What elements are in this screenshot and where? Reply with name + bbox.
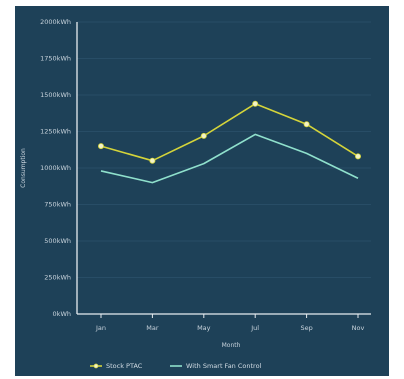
y-tick-label: 2000kWh: [40, 18, 71, 26]
x-tick-labels: Jan Mar May Jul Sep Nov: [95, 314, 365, 332]
line-chart: 0kWh 250kWh 500kWh 750kWh 1000kWh 1250kWh 1500…: [20, 18, 371, 370]
x-tick-label: May: [197, 324, 211, 332]
y-tick-label: 250kWh: [44, 274, 71, 282]
data-point: [252, 100, 259, 107]
data-point: [354, 153, 361, 160]
legend: Stock PTAC With Smart Fan Control: [90, 362, 262, 370]
y-tick-label: 1000kWh: [40, 164, 71, 172]
x-tick-label: Sep: [300, 324, 312, 332]
legend-item: With Smart Fan Control: [170, 362, 262, 370]
data-point: [303, 121, 310, 128]
y-tick-label: 750kWh: [44, 201, 71, 209]
axes: [76, 22, 371, 315]
x-tick-label: Jul: [250, 324, 259, 332]
y-tick-label: 1500kWh: [40, 91, 71, 99]
y-tick-label: 1250kWh: [40, 128, 71, 136]
data-point: [149, 157, 156, 164]
data-point: [200, 132, 207, 139]
legend-item: Stock PTAC: [90, 362, 143, 370]
series-line: [100, 133, 359, 184]
y-tick-labels: 0kWh 250kWh 500kWh 750kWh 1000kWh 1250kWh 1500…: [40, 18, 71, 318]
y-tick-label: 1750kWh: [40, 55, 71, 63]
y-tick-label: 500kWh: [44, 237, 71, 245]
x-tick-label: Jan: [95, 324, 106, 332]
series: [98, 100, 361, 184]
x-axis-title: Month: [222, 342, 241, 349]
legend-label: Stock PTAC: [106, 362, 143, 370]
gridlines: [77, 21, 371, 278]
legend-label: With Smart Fan Control: [186, 362, 262, 370]
y-tick-label: 0kWh: [53, 310, 71, 318]
series-line: [100, 102, 359, 162]
series-0: [98, 100, 361, 164]
data-point: [98, 143, 105, 150]
x-tick-label: Nov: [352, 324, 365, 332]
chart-panel: 0kWh 250kWh 500kWh 750kWh 1000kWh 1250kWh 1500…: [15, 6, 389, 376]
series-1: [100, 133, 359, 184]
x-tick-label: Mar: [146, 324, 159, 332]
legend-marker: [93, 363, 99, 369]
y-axis-title: Consumption: [20, 148, 27, 188]
